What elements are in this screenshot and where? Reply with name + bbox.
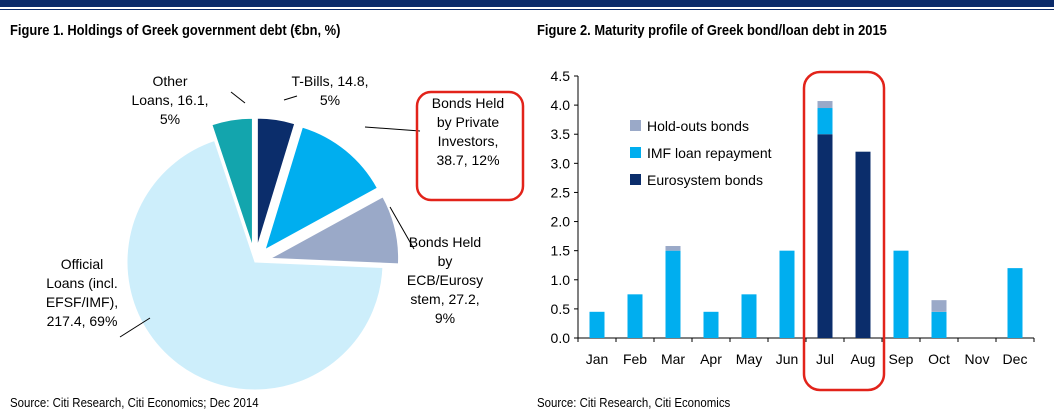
x-tick-label: Mar	[661, 351, 685, 367]
leader-line-bonds-held-by-private-investors	[364, 126, 421, 132]
y-tick-label: 0.0	[551, 330, 571, 346]
pie-slice-other-loans	[211, 117, 253, 247]
y-tick-label: 4.0	[551, 97, 571, 113]
figure2-source: Source: Citi Research, Citi Economics	[537, 395, 731, 410]
x-tick-label: Dec	[1003, 351, 1028, 367]
pie-label-bonds-held-by-private-investors: 38.7, 12%	[436, 152, 499, 168]
figure2-title: Figure 2. Maturity profile of Greek bond…	[537, 22, 887, 39]
header-rule	[0, 0, 1054, 7]
pie-label-official-loans-incl-efsf-imf-: 217.4, 69%	[47, 313, 118, 329]
x-tick-label: Sep	[889, 351, 914, 367]
bar-oct-hold-outs-bonds	[931, 300, 947, 312]
y-tick-label: 3.0	[551, 155, 571, 171]
bar-jul-eurosystem-bonds	[817, 134, 833, 338]
leader-line-other-loans	[230, 91, 246, 104]
pie-slice-bonds-held-by-private-investors	[264, 126, 379, 251]
pie-label-bonds-held-by-ecb-eurosystem: Bonds Held	[409, 234, 481, 250]
y-tick-label: 2.0	[551, 214, 571, 230]
legend-label-hold-outs-bonds: Hold-outs bonds	[647, 118, 749, 134]
pie-slice-t-bills	[256, 117, 296, 247]
pie-slice-bonds-held-by-ecb-eurosystem	[268, 196, 400, 265]
pie-label-bonds-held-by-private-investors: Investors,	[438, 133, 499, 149]
x-tick-label: Jan	[586, 351, 609, 367]
bar-jun-imf-loan-repayment	[779, 250, 795, 338]
pie-label-bonds-held-by-private-investors: Bonds Held	[432, 95, 504, 111]
x-tick-label: Oct	[928, 351, 950, 367]
leader-line-official-loans-incl-efsf-imf-	[119, 317, 151, 338]
bar-dec-imf-loan-repayment	[1007, 268, 1023, 338]
pie-label-official-loans-incl-efsf-imf-: Loans (incl.	[46, 275, 118, 291]
highlight-box-bonds-held-by-private-investors	[415, 90, 525, 202]
y-tick-label: 3.5	[551, 126, 571, 142]
pie-label-t-bills: 5%	[320, 92, 340, 108]
pie-label-bonds-held-by-ecb-eurosystem: stem, 27.2,	[410, 291, 479, 307]
y-tick-label: 2.5	[551, 184, 571, 200]
bar-aug-eurosystem-bonds	[855, 151, 871, 338]
legend-label-eurosystem-bonds: Eurosystem bonds	[647, 172, 763, 188]
figure1-source: Source: Citi Research, Citi Economics; D…	[10, 395, 259, 410]
pie-label-official-loans-incl-efsf-imf-: EFSF/IMF),	[46, 294, 118, 310]
x-tick-label: Feb	[623, 351, 647, 367]
leader-line-bonds-held-by-ecb-eurosystem	[389, 206, 415, 250]
pie-label-bonds-held-by-ecb-eurosystem: by	[438, 253, 453, 269]
figure1-title: Figure 1. Holdings of Greek government d…	[10, 22, 341, 39]
x-tick-label: May	[736, 351, 762, 367]
highlight-box-jul-aug	[802, 70, 886, 392]
bar-jan-imf-loan-repayment	[589, 311, 605, 338]
x-tick-label: Aug	[851, 351, 876, 367]
y-tick-label: 1.5	[551, 243, 571, 259]
bar-apr-imf-loan-repayment	[703, 311, 719, 338]
legend-label-imf-loan-repayment: IMF loan repayment	[647, 145, 772, 161]
header-rule-thin	[0, 9, 1054, 10]
y-tick-label: 4.5	[551, 68, 571, 84]
pie-label-other-loans: Loans, 16.1,	[131, 92, 208, 108]
bar-chart: 0.0 0.5 1.0 1.5 2.0 2.5 3.0 3.5 4.0 4.5 Jan Feb Mar A…	[551, 68, 1035, 392]
bar-oct-imf-loan-repayment	[931, 311, 947, 338]
y-tick-label: 1.0	[551, 272, 571, 288]
pie-label-other-loans: 5%	[160, 111, 180, 127]
pie-label-official-loans-incl-efsf-imf-: Official	[61, 256, 104, 272]
x-tick-label: Apr	[700, 351, 722, 367]
x-tick-label: Nov	[965, 351, 990, 367]
pie-slice-official-loans-incl-efsf-imf-	[126, 139, 384, 391]
legend-swatch-hold-outs-bonds	[630, 120, 641, 131]
leader-line-t-bills	[283, 95, 298, 101]
pie-label-bonds-held-by-ecb-eurosystem: ECB/Eurosy	[407, 272, 483, 288]
legend-swatch-imf-loan-repayment	[630, 147, 641, 158]
x-tick-label: Jul	[816, 351, 834, 367]
bar-mar-imf-loan-repayment	[665, 250, 681, 338]
pie-label-bonds-held-by-ecb-eurosystem: 9%	[435, 310, 455, 326]
x-tick-label: Jun	[776, 351, 799, 367]
bar-jul-imf-loan-repayment	[817, 108, 833, 135]
bar-feb-imf-loan-repayment	[627, 294, 643, 338]
bar-mar-hold-outs-bonds	[665, 246, 681, 251]
bar-jul-hold-outs-bonds	[817, 101, 833, 109]
legend-swatch-eurosystem-bonds	[630, 174, 641, 185]
pie-chart: T-Bills, 14.8, 5% Bonds Held by Private Inve…	[46, 73, 525, 391]
bar-may-imf-loan-repayment	[741, 294, 757, 338]
y-tick-label: 0.5	[551, 301, 571, 317]
pie-label-bonds-held-by-private-investors: by Private	[437, 114, 499, 130]
pie-label-t-bills: T-Bills, 14.8,	[291, 73, 368, 89]
bar-sep-imf-loan-repayment	[893, 250, 909, 338]
pie-label-other-loans: Other	[152, 73, 187, 89]
